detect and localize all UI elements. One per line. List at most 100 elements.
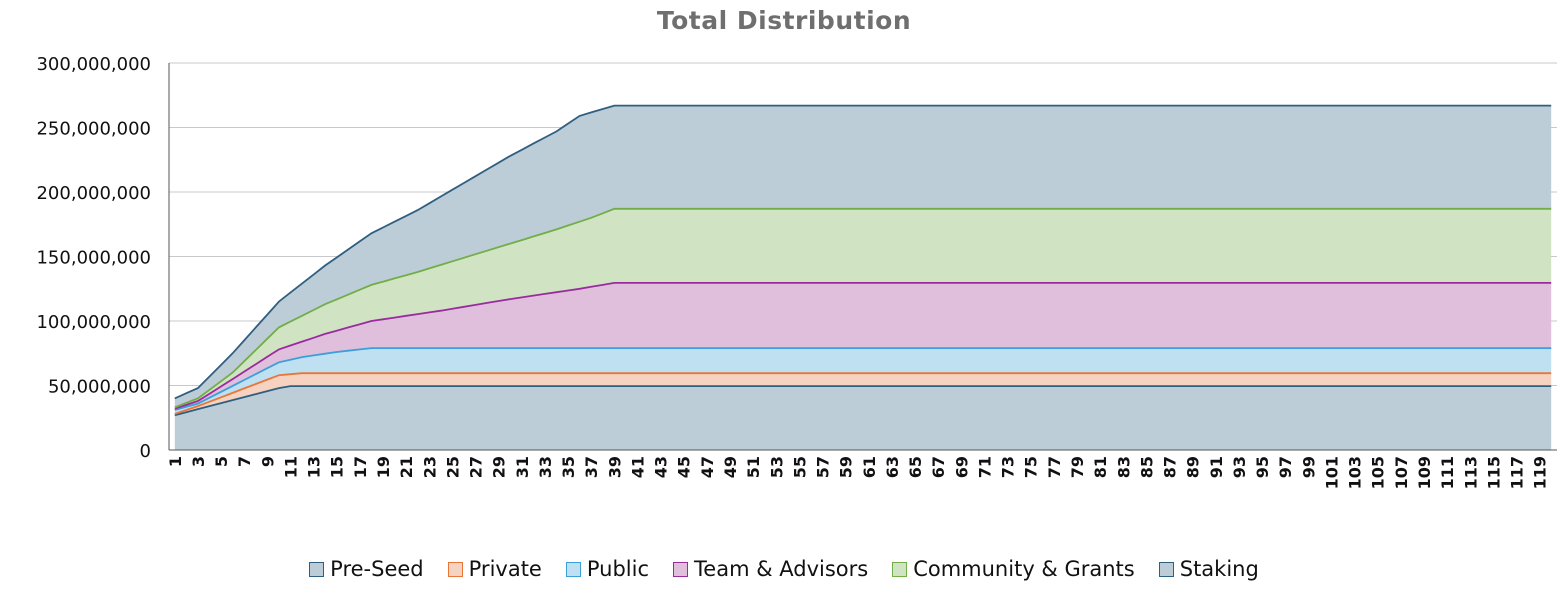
x-tick-label: 107 [1392, 456, 1411, 489]
legend-item-community-grants: Community & Grants [892, 557, 1135, 581]
y-tick-label: 300,000,000 [36, 54, 151, 75]
x-tick-label: 73 [999, 456, 1018, 478]
x-tick-label: 39 [605, 456, 624, 478]
x-tick-label: 35 [559, 456, 578, 478]
x-tick-label: 101 [1322, 456, 1341, 489]
area-team-advisors [174, 282, 1552, 410]
x-tick-label: 77 [1045, 456, 1064, 478]
y-tick-label: 150,000,000 [36, 248, 151, 269]
x-tick-label: 3 [189, 456, 208, 467]
x-tick-label: 71 [975, 456, 994, 478]
area-private [174, 373, 1552, 416]
x-tick-label: 57 [814, 456, 833, 478]
x-tick-label: 69 [952, 456, 971, 478]
x-tick-label: 11 [281, 456, 300, 478]
x-tick-label: 83 [1114, 456, 1133, 478]
x-tick-label: 55 [790, 456, 809, 478]
line-public [174, 347, 1552, 411]
x-tick-label: 7 [235, 456, 254, 467]
x-tick-label: 21 [397, 456, 416, 478]
x-tick-label: 119 [1531, 456, 1550, 489]
area-staking [174, 105, 1552, 408]
y-tick-label: 50,000,000 [48, 377, 151, 398]
x-tick-label: 43 [652, 456, 671, 478]
area-pre-seed [174, 386, 1552, 450]
axes [168, 63, 1557, 451]
legend-swatch [673, 561, 689, 577]
line-community-grants [174, 207, 1552, 409]
legend-item-private: Private [447, 557, 542, 581]
legend-item-team-advisors: Team & Advisors [673, 557, 868, 581]
legend-swatch [1158, 561, 1174, 577]
x-tick-labels: 1 3 5 7 9 11 13 15 17 19 21 23 25 27 29 31 33 35 37 39 41 43 4… [166, 456, 1550, 489]
legend-label: Community & Grants [913, 557, 1135, 581]
x-tick-label: 31 [513, 456, 532, 478]
x-tick-label: 85 [1137, 456, 1156, 478]
x-tick-label: 27 [467, 456, 486, 478]
x-tick-label: 97 [1276, 456, 1295, 478]
line-pre-seed [174, 385, 1552, 417]
y-tick-label: 100,000,000 [36, 312, 151, 333]
area-public [174, 348, 1552, 414]
x-tick-label: 99 [1299, 456, 1318, 478]
x-tick-label: 37 [582, 456, 601, 478]
x-tick-label: 79 [1068, 456, 1087, 478]
legend-label: Team & Advisors [694, 557, 869, 581]
y-tick-label: 200,000,000 [36, 183, 151, 204]
x-tick-label: 1 [166, 456, 185, 467]
x-tick-label: 67 [929, 456, 948, 478]
legend-item-pre-seed: Pre-Seed [309, 557, 424, 581]
line-staking [174, 104, 1552, 400]
x-tick-label: 109 [1415, 456, 1434, 489]
chart-title: Total Distribution [656, 6, 912, 35]
legend-item-staking: Staking [1158, 557, 1259, 581]
line-private [174, 372, 1552, 415]
x-tick-label: 9 [258, 456, 277, 467]
x-tick-label: 89 [1184, 456, 1203, 478]
area-community-grants [174, 208, 1552, 409]
x-tick-label: 105 [1369, 456, 1388, 489]
x-tick-label: 93 [1230, 456, 1249, 478]
x-tick-label: 5 [212, 456, 231, 467]
x-tick-label: 91 [1207, 456, 1226, 478]
x-tick-label: 61 [860, 456, 879, 478]
x-tick-label: 13 [305, 456, 324, 478]
series-areas [174, 104, 1552, 450]
legend-label: Private [468, 557, 542, 581]
legend-swatch [309, 561, 325, 577]
legend-label: Staking [1179, 557, 1259, 581]
x-tick-label: 47 [698, 456, 717, 478]
x-tick-label: 117 [1508, 456, 1527, 489]
x-tick-label: 25 [443, 456, 462, 478]
x-tick-label: 41 [628, 456, 647, 478]
legend: Pre-Seed Private Public Team & Advisors Comm… [0, 557, 1568, 581]
line-team-advisors [174, 281, 1552, 410]
legend-label: Public [586, 557, 650, 581]
y-tick-labels: 0 50,000,000 100,000,000 150,000,000 200,000… [36, 54, 151, 462]
x-tick-label: 51 [744, 456, 763, 478]
x-tick-label: 103 [1346, 456, 1365, 489]
x-tick-label: 95 [1253, 456, 1272, 478]
x-tick-label: 113 [1461, 456, 1480, 489]
x-tick-label: 115 [1484, 456, 1503, 489]
x-tick-label: 75 [1022, 456, 1041, 478]
x-tick-label: 33 [536, 456, 555, 478]
y-tick-label: 0 [140, 441, 151, 462]
legend-label: Pre-Seed [330, 557, 424, 581]
x-tick-label: 15 [328, 456, 347, 478]
x-tick-label: 49 [721, 456, 740, 478]
x-tick-label: 65 [906, 456, 925, 478]
x-tick-label: 45 [675, 456, 694, 478]
x-tick-label: 23 [420, 456, 439, 478]
y-tick-label: 250,000,000 [36, 119, 151, 140]
x-tick-label: 111 [1438, 456, 1457, 489]
x-tick-label: 87 [1161, 456, 1180, 478]
legend-item-public: Public [565, 557, 650, 581]
legend-swatch [447, 561, 463, 577]
legend-swatch [892, 561, 908, 577]
x-tick-label: 19 [374, 456, 393, 478]
x-tick-label: 29 [490, 456, 509, 478]
x-tick-label: 81 [1091, 456, 1110, 478]
legend-swatch [565, 561, 581, 577]
